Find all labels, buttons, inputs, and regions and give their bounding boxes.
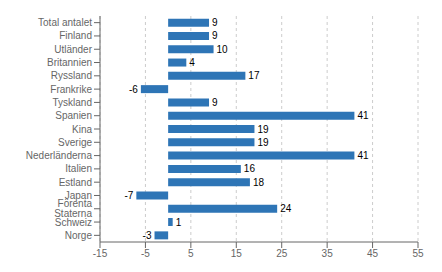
- svg-text:Sverige: Sverige: [58, 137, 92, 148]
- svg-text:Kina: Kina: [72, 124, 92, 135]
- svg-text:Ryssland: Ryssland: [51, 70, 92, 81]
- svg-text:Schweiz: Schweiz: [54, 216, 92, 228]
- svg-text:15: 15: [231, 248, 243, 259]
- svg-text:Estland: Estland: [59, 177, 92, 188]
- svg-text:9: 9: [212, 17, 218, 28]
- svg-text:4: 4: [189, 57, 195, 68]
- svg-text:45: 45: [367, 248, 379, 259]
- svg-text:-7: -7: [124, 190, 133, 201]
- svg-text:-15: -15: [93, 248, 108, 259]
- svg-text:-5: -5: [141, 248, 150, 259]
- svg-text:Utländer: Utländer: [54, 44, 92, 55]
- svg-text:Total antalet: Total antalet: [38, 17, 92, 28]
- svg-text:Japan: Japan: [65, 190, 92, 201]
- svg-text:Spanien: Spanien: [55, 110, 92, 121]
- svg-text:Italien: Italien: [65, 163, 92, 174]
- svg-text:Frankrike: Frankrike: [50, 84, 92, 95]
- svg-text:5: 5: [188, 248, 194, 259]
- svg-text:55: 55: [412, 248, 424, 259]
- svg-text:17: 17: [248, 70, 260, 81]
- svg-text:FörentaStaterna: FörentaStaterna: [54, 198, 92, 219]
- svg-text:16: 16: [244, 163, 256, 174]
- svg-text:-6: -6: [129, 84, 138, 95]
- svg-text:35: 35: [322, 248, 334, 259]
- svg-text:41: 41: [357, 110, 369, 121]
- svg-text:25: 25: [276, 248, 288, 259]
- svg-text:Norge: Norge: [65, 230, 93, 241]
- svg-text:24: 24: [280, 203, 292, 214]
- svg-text:19: 19: [257, 124, 269, 135]
- svg-text:9: 9: [212, 30, 218, 41]
- svg-text:10: 10: [217, 44, 229, 55]
- svg-text:Britannien: Britannien: [47, 57, 92, 68]
- svg-text:41: 41: [357, 150, 369, 161]
- svg-text:19: 19: [257, 137, 269, 148]
- svg-text:9: 9: [212, 97, 218, 108]
- svg-text:Nederländerna: Nederländerna: [26, 150, 93, 161]
- svg-text:Tyskland: Tyskland: [53, 97, 92, 108]
- svg-text:1: 1: [176, 217, 182, 228]
- svg-text:Finland: Finland: [59, 30, 92, 41]
- svg-text:-3: -3: [143, 230, 152, 241]
- svg-text:18: 18: [253, 177, 265, 188]
